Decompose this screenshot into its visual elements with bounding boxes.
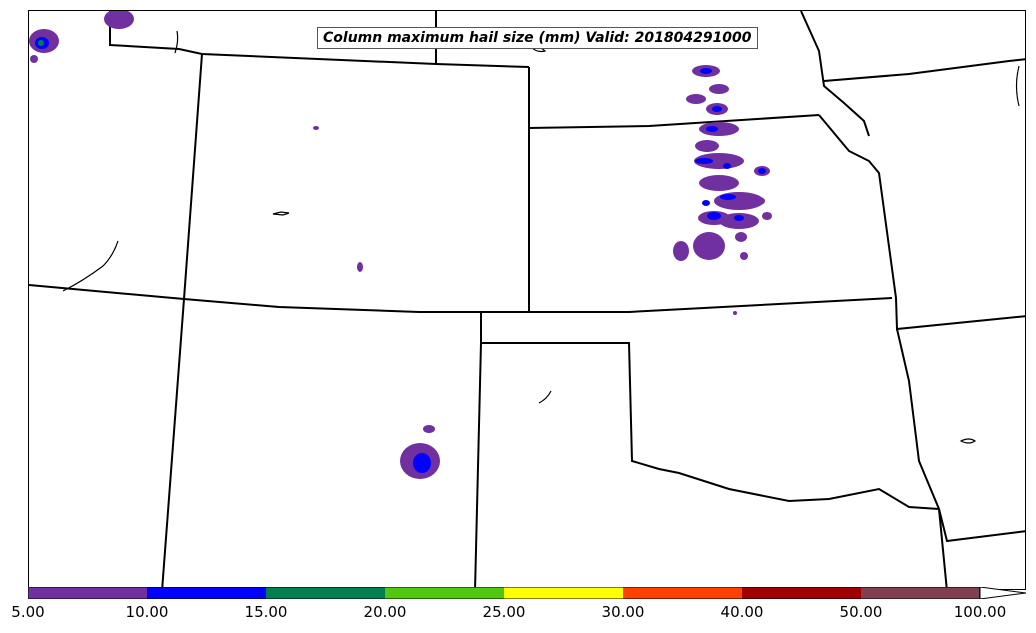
colorbar-tick-label: 25.00 — [482, 603, 526, 621]
colorbar-tick-label: 40.00 — [720, 603, 764, 621]
colorbar — [28, 587, 1026, 599]
hail-areas — [29, 11, 772, 479]
colorbar-tick-label: 30.00 — [601, 603, 645, 621]
colorbar-segment — [504, 587, 623, 599]
state-borders — [29, 11, 1025, 589]
hail-area-kansas — [673, 65, 772, 261]
colorbar-tick-label: 10.00 — [125, 603, 169, 621]
colorbar-extend-arrow — [979, 587, 1026, 599]
hail-area-nw — [29, 29, 59, 63]
colorbar-tick-label: 5.00 — [11, 603, 45, 621]
hail-area-top — [104, 11, 134, 29]
colorbar-tick-label: 20.00 — [363, 603, 407, 621]
colorbar-segment — [385, 587, 504, 599]
colorbar-segment — [28, 587, 147, 599]
hail-area-new-mexico — [400, 425, 440, 479]
hail-area-colorado-small — [313, 126, 737, 315]
map-title: Column maximum hail size (mm) Valid: 201… — [317, 27, 758, 49]
map-frame: Column maximum hail size (mm) Valid: 201… — [28, 10, 1026, 590]
colorbar-tick-label: 50.00 — [839, 603, 883, 621]
colorbar-tick-label: 100.00 — [953, 603, 1007, 621]
map-canvas — [29, 11, 1025, 589]
colorbar-segment — [623, 587, 742, 599]
colorbar-segment — [266, 587, 385, 599]
colorbar-segment — [147, 587, 266, 599]
colorbar-tick-label: 15.00 — [244, 603, 288, 621]
colorbar-segment — [742, 587, 861, 599]
colorbar-segment — [861, 587, 980, 599]
water-features — [62, 30, 1020, 444]
hail-area-kansas-core — [695, 68, 766, 221]
